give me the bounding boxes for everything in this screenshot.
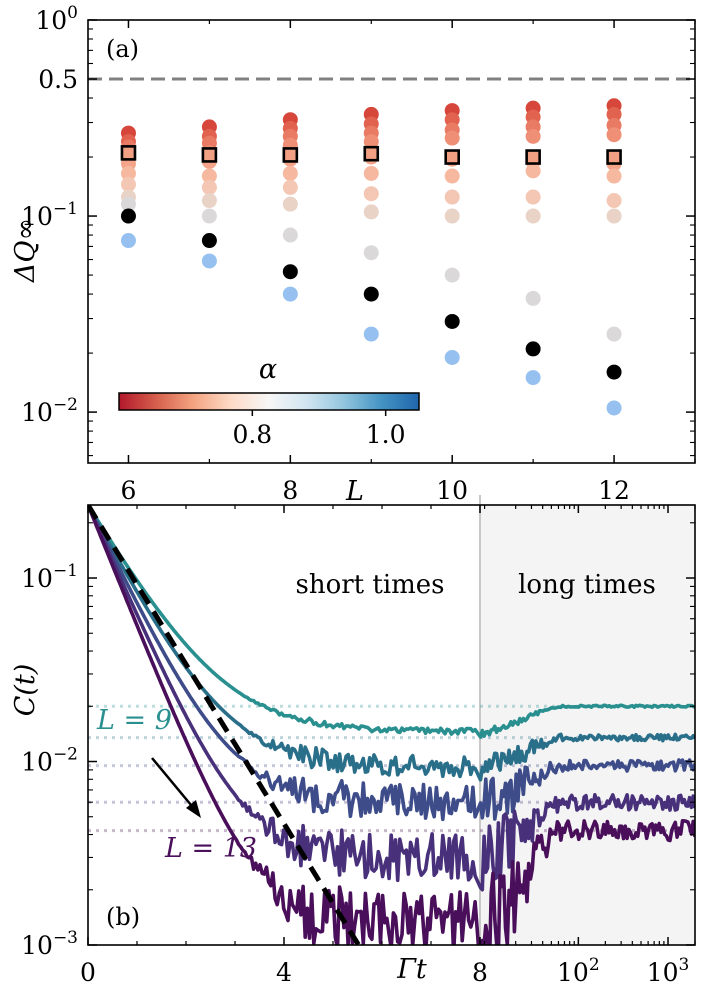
- point-alpha-0.78-L9: [363, 186, 379, 202]
- square-marker-L8: [282, 147, 299, 163]
- point-alpha-0.9-L8: [282, 264, 298, 280]
- x-tick-label-b-4: 4: [276, 958, 292, 987]
- square-markers: [120, 145, 622, 165]
- point-alpha-0.75-L7: [201, 168, 217, 184]
- y-tick-label-b-0.001: 10−3: [21, 928, 78, 960]
- colorbar-label: α: [259, 354, 277, 385]
- x-tick-label-a-6: 6: [121, 476, 137, 505]
- square-marker-L7: [201, 147, 218, 163]
- point-alpha-0.9-L7: [201, 233, 217, 249]
- point-alpha-0.95-L11: [525, 370, 541, 386]
- point-alpha-0.81-L9: [363, 204, 379, 220]
- point-alpha-0.95-L12: [606, 400, 622, 416]
- point-alpha-0.78-L7: [201, 179, 217, 195]
- x-tick-label-a-10: 10: [436, 476, 468, 505]
- point-alpha-0.84-L8: [282, 227, 298, 243]
- x-axis-label-b: Γt: [396, 954, 427, 985]
- curve-L12: [88, 505, 695, 892]
- point-alpha-0.95-L10: [444, 349, 460, 365]
- series-label-L9: L = 9: [96, 705, 172, 736]
- y-tick-label-a-1: 100: [35, 3, 78, 35]
- curve-L9: [88, 505, 695, 739]
- panel-b-label: (b): [106, 903, 140, 931]
- square-marker-L9: [363, 145, 380, 162]
- y-tick-label-a-0.1: 10−1: [21, 199, 78, 231]
- y-axis-label-a: ΔQ∞: [10, 218, 41, 283]
- point-alpha-0.75-L9: [363, 165, 379, 181]
- colorbar-tick-label-0.8: 0.8: [232, 420, 272, 449]
- point-alpha-0.69-L11: [525, 128, 541, 144]
- short-times-label: short times: [295, 570, 444, 600]
- point-alpha-0.84-L6: [120, 196, 136, 212]
- y-tick-label-a-0.01: 10−2: [21, 395, 78, 427]
- point-alpha-0.95-L6: [120, 233, 136, 249]
- x-tick-label-b-100: 102: [557, 955, 600, 987]
- point-alpha-0.63-L12: [606, 106, 622, 122]
- point-alpha-0.78-L8: [282, 179, 298, 195]
- point-alpha-0.69-L12: [606, 127, 622, 143]
- point-alpha-0.9-L10: [444, 313, 460, 329]
- point-alpha-0.69-L10: [444, 130, 460, 146]
- curve-L11: [88, 505, 695, 822]
- panel-a-label: (a): [106, 35, 139, 63]
- exponential-reference: [88, 505, 362, 945]
- long-times-label: long times: [518, 570, 656, 600]
- point-alpha-0.9-L12: [606, 364, 622, 380]
- colorbar-tick-label-1.0: 1.0: [366, 420, 406, 449]
- point-alpha-0.84-L11: [525, 290, 541, 306]
- point-alpha-0.9-L9: [363, 286, 379, 302]
- square-marker-L11: [525, 149, 541, 165]
- point-alpha-0.9-L6: [120, 208, 136, 224]
- point-alpha-0.78-L10: [444, 189, 460, 205]
- point-alpha-0.81-L7: [201, 193, 217, 209]
- y-tick-label-a-0.5: 0.5: [38, 65, 78, 94]
- panel-a-frame: [87, 19, 696, 464]
- point-alpha-0.75-L6: [120, 165, 136, 181]
- point-alpha-0.84-L12: [606, 326, 622, 342]
- point-alpha-0.95-L7: [201, 253, 217, 269]
- panel-b-frame: [87, 504, 696, 946]
- point-alpha-0.75-L10: [444, 168, 460, 184]
- x-tick-label-a-8: 8: [282, 476, 298, 505]
- point-alpha-0.78-L11: [525, 189, 541, 205]
- axes-a: 6 8 10 12 100 0.5 10−1 10−2: [21, 3, 696, 505]
- point-alpha-0.69-L9: [363, 134, 379, 150]
- point-alpha-0.75-L12: [606, 168, 622, 184]
- point-alpha-0.84-L7: [201, 208, 217, 224]
- point-alpha-0.9-L11: [525, 341, 541, 357]
- x-tick-label-b-1000: 103: [647, 955, 690, 987]
- colorbar: α 0.8 1.0: [118, 354, 420, 449]
- square-marker-L12: [606, 149, 622, 165]
- x-tick-label-b-0: 0: [80, 958, 96, 987]
- axes-b: 0 4 8 102 103 10−1 10−2 10−3: [21, 505, 696, 987]
- series-label-L13: L = 13: [164, 833, 257, 864]
- y-tick-label-b-0.01: 10−2: [21, 745, 78, 777]
- point-alpha-0.84-L10: [444, 267, 460, 283]
- square-marker-L10: [444, 149, 461, 165]
- point-alpha-0.75-L8: [282, 165, 298, 181]
- x-tick-label-a-12: 12: [598, 476, 630, 505]
- point-alpha-0.95-L8: [282, 286, 298, 302]
- trend-arrow: [151, 757, 201, 818]
- point-alpha-0.81-L10: [444, 208, 460, 224]
- point-alpha-0.84-L9: [363, 245, 379, 261]
- point-alpha-0.78-L12: [606, 193, 622, 209]
- point-alpha-0.81-L11: [525, 208, 541, 224]
- square-marker-L6: [120, 145, 137, 161]
- y-tick-label-b-0.1: 10−1: [21, 561, 78, 593]
- point-alpha-0.81-L8: [282, 196, 298, 212]
- y-axis-label-b: C(t): [10, 664, 41, 717]
- curve-L13: [88, 505, 695, 945]
- x-axis-label-a: L: [345, 476, 364, 507]
- point-alpha-0.95-L9: [363, 326, 379, 342]
- point-alpha-0.81-L12: [606, 208, 622, 224]
- scatter-points: [120, 98, 622, 416]
- panel-b: short times long times L = 9 L = 13 (b) …: [10, 495, 696, 987]
- point-alpha-0.78-L6: [120, 176, 136, 192]
- panel-a: α 0.8 1.0 (a) L ΔQ∞ 6 8 10 12 100 0.5 10−1 10−2: [10, 3, 696, 507]
- x-tick-label-b-8: 8: [472, 958, 488, 987]
- colorbar-gradient: [118, 392, 420, 411]
- point-alpha-0.75-L11: [525, 163, 541, 179]
